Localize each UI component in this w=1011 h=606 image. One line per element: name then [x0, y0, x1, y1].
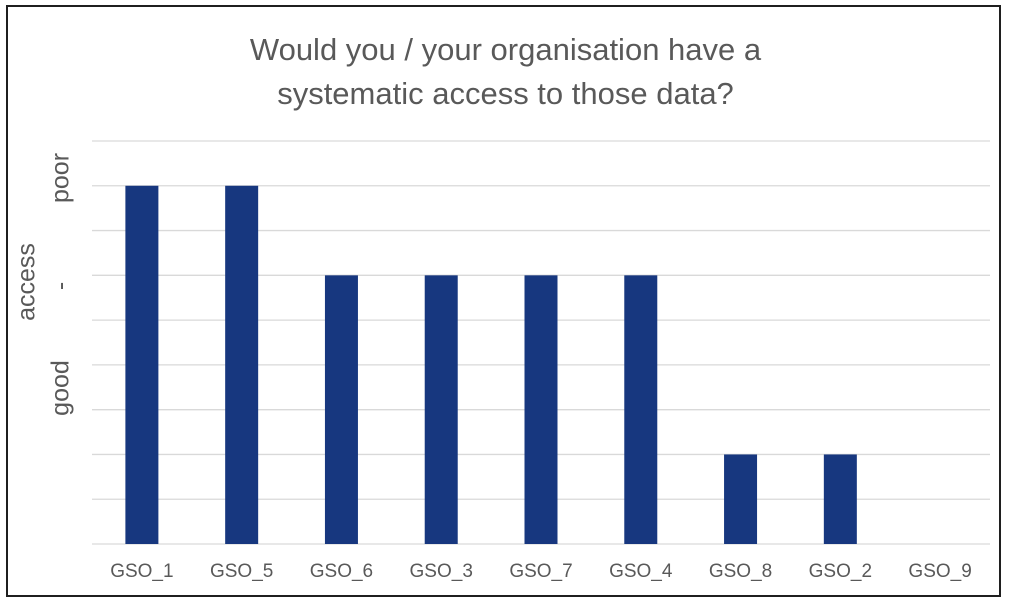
bar-gso-5 [225, 185, 259, 544]
bar-gso-3 [424, 275, 458, 544]
chart-title: Would you / your organisation have a sys… [0, 28, 1011, 116]
x-tick-label: GSO_6 [310, 561, 373, 582]
bar-gso-8 [724, 454, 758, 544]
ylabel-dash: - [47, 282, 75, 290]
x-tick-label: GSO_9 [908, 561, 971, 582]
x-tick-label: GSO_8 [709, 561, 772, 582]
ylabel-poor: poor [47, 153, 75, 203]
x-tick-label: GSO_3 [410, 561, 473, 582]
x-tick-label: GSO_2 [809, 561, 872, 582]
x-tick-labels: GSO_1 GSO_5 GSO_6 GSO_3 GSO_7 GSO_4 GSO_8 GSO_2… [110, 561, 972, 582]
x-tick-label: GSO_1 [110, 561, 173, 582]
chart-title-line-2: systematic access to those data? [277, 76, 734, 111]
x-tick-label: GSO_4 [609, 561, 673, 582]
bar-gso-6 [324, 275, 358, 544]
ylabel-good: good [47, 360, 75, 416]
x-tick-label: GSO_5 [210, 561, 273, 582]
x-tick-label: GSO_7 [509, 561, 572, 582]
ylabel-access: access [13, 243, 41, 321]
chart-title-line-1: Would you / your organisation have a [249, 32, 762, 67]
y-axis-label: good - access poor [13, 153, 75, 416]
bar-gso-2 [823, 454, 857, 544]
bars [125, 185, 857, 544]
bar-gso-4 [624, 275, 658, 544]
bar-gso-1 [125, 185, 159, 544]
bar-gso-7 [524, 275, 558, 544]
